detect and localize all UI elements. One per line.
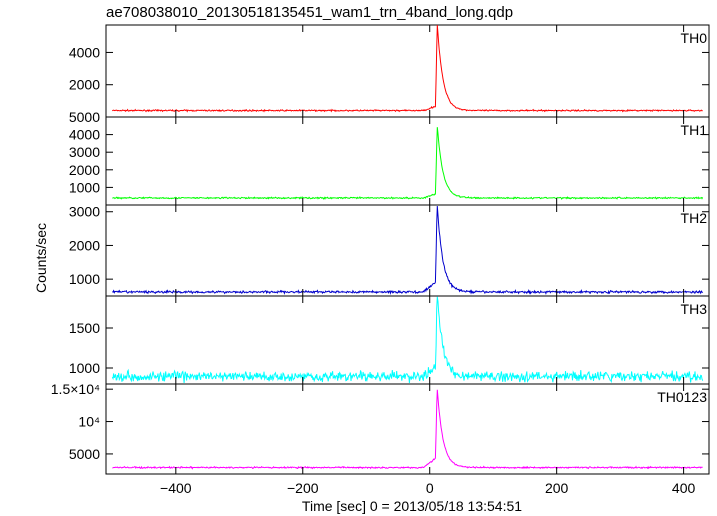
y-tick-label: 3000 (69, 204, 100, 220)
panel-label: TH0123 (657, 389, 707, 405)
y-tick-label: 2000 (69, 162, 100, 178)
chart-title: ae708038010_20130518135451_wam1_trn_4ban… (106, 4, 513, 21)
y-tick-label: 1.5×10⁴ (51, 381, 100, 397)
y-tick-label: 10⁴ (78, 414, 100, 430)
y-axis-title: Counts/sec (33, 223, 49, 293)
y-tick-label: 4000 (69, 127, 100, 143)
series-line-th0123 (112, 389, 703, 470)
panel-frame (105, 24, 710, 118)
x-tick-label: 0 (426, 480, 434, 496)
x-axis-title: Time [sec] 0 = 2013/05/18 13:54:51 (302, 498, 522, 514)
panel-th0123: 5000 10⁴ 1.5×10⁴ TH0123 (51, 381, 710, 475)
y-tick-label: 1000 (69, 179, 100, 195)
panel-th0: 2000 4000 TH0 (69, 24, 710, 118)
x-tick-label: 400 (672, 480, 696, 496)
y-tick-label: 5000 (69, 446, 100, 462)
x-axis: −400 −200 0 200 400 (160, 480, 695, 496)
y-tick-label: 1500 (69, 320, 100, 336)
panel-label: TH3 (681, 301, 708, 317)
panel-th3: 1000 1500 TH3 (69, 295, 710, 385)
panel-label: TH2 (681, 210, 708, 226)
series-line-th3 (111, 296, 704, 384)
panel-frame (105, 116, 710, 206)
x-tick-label: 200 (545, 480, 569, 496)
panel-th2: 1000 2000 3000 TH2 (69, 204, 710, 297)
y-tick-label: 2000 (69, 77, 100, 93)
x-tick-label: −200 (287, 480, 319, 496)
panel-frame (105, 204, 710, 297)
y-tick-label: 1000 (69, 271, 100, 287)
series-line-th2 (112, 205, 704, 295)
panel-frame (105, 383, 710, 475)
series-line-th0 (111, 24, 703, 113)
panels-group: 20004000TH010002000300040005000TH1100020… (51, 24, 710, 475)
panel-label: TH1 (681, 122, 708, 138)
panel-frame (105, 295, 710, 385)
y-tick-label: 5000 (69, 109, 100, 125)
y-tick-label: 4000 (69, 44, 100, 60)
x-tick-label: −400 (160, 480, 192, 496)
y-tick-label: 3000 (69, 144, 100, 160)
y-tick-label: 1000 (69, 360, 100, 376)
series-line-th1 (112, 127, 704, 200)
y-tick-label: 2000 (69, 237, 100, 253)
panel-label: TH0 (681, 30, 708, 46)
